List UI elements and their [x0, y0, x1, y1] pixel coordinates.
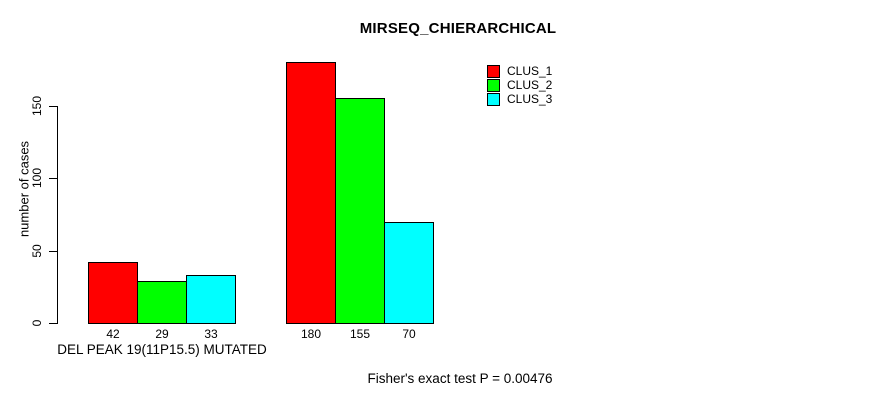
chart-title: MIRSEQ_CHIERARCHICAL	[359, 20, 557, 37]
legend-label: CLUS_3	[507, 92, 553, 106]
legend-swatch-clus_1	[487, 65, 500, 78]
legend-label: CLUS_1	[507, 64, 553, 78]
bar-value-label: 33	[204, 327, 218, 341]
y-axis-tick-label: 150	[30, 95, 44, 116]
y-axis-label: number of cases	[16, 140, 32, 238]
legend: CLUS_1 CLUS_2 CLUS_3	[487, 65, 552, 107]
bar-clus_3-group-1	[186, 275, 236, 324]
y-axis-tick	[49, 178, 57, 179]
legend-label: CLUS_2	[507, 78, 553, 92]
legend-item-clus_2: CLUS_2	[487, 79, 552, 92]
y-axis-tick	[49, 323, 57, 324]
legend-swatch-clus_2	[487, 79, 500, 92]
y-axis-tick-label: 100	[30, 167, 44, 189]
bar-value-label: 155	[349, 327, 371, 341]
legend-swatch-clus_3	[487, 93, 500, 106]
bar-clus_3-group-2	[384, 221, 434, 324]
y-axis-tick-label: 50	[30, 243, 44, 258]
bar-clus_1-group-1	[88, 262, 138, 324]
bar-value-label: 42	[106, 327, 120, 341]
fisher-test-note: Fisher's exact test P = 0.00476	[367, 371, 553, 386]
bar-value-label: 29	[155, 327, 169, 341]
y-axis-line	[57, 105, 58, 324]
y-axis-tick	[49, 250, 57, 252]
bar-clus_2-group-1	[137, 280, 187, 324]
legend-item-clus_1: CLUS_1	[487, 65, 552, 78]
x-axis-group-label: DEL PEAK 19(11P15.5) MUTATED	[57, 342, 267, 357]
bar-value-label: 180	[300, 327, 322, 341]
bar-value-label: 70	[402, 327, 416, 341]
bar-clus_1-group-2	[286, 62, 336, 324]
y-axis-tick	[49, 105, 57, 107]
bar-clus_2-group-2	[335, 98, 385, 324]
legend-item-clus_3: CLUS_3	[487, 93, 552, 106]
y-axis-tick-label: 0	[30, 319, 44, 327]
